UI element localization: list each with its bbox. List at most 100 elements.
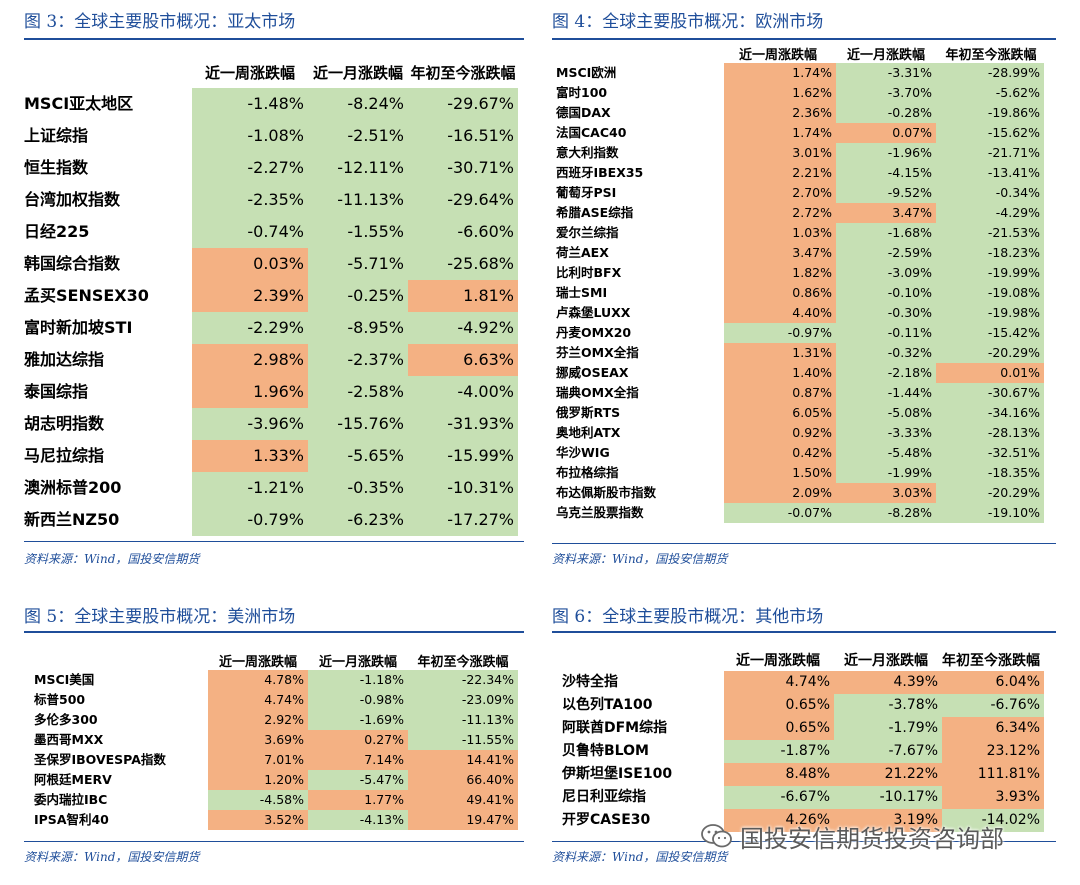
bottom-divider — [552, 841, 1056, 842]
week-change: -0.74% — [192, 216, 308, 248]
table-row: 葡萄牙PSI 2.70% -9.52% -0.34% — [556, 183, 1044, 203]
ytd-change: 0.01% — [936, 363, 1044, 383]
month-change: -5.08% — [836, 403, 936, 423]
table-row: 布达佩斯股市指数 2.09% 3.03% -20.29% — [556, 483, 1044, 503]
month-change: -2.51% — [308, 120, 408, 152]
table-row: 比利时BFX 1.82% -3.09% -19.99% — [556, 263, 1044, 283]
week-change: 3.01% — [724, 143, 836, 163]
table-row: 富时新加坡STI -2.29% -8.95% -4.92% — [24, 312, 518, 344]
month-change: -2.58% — [308, 376, 408, 408]
table-row: 阿联酋DFM综指 0.65% -1.79% 6.34% — [562, 717, 1044, 740]
week-change: -0.97% — [724, 323, 836, 343]
index-name: 富时100 — [556, 85, 608, 100]
header-ytd: 年初至今涨跌幅 — [417, 655, 509, 670]
table-row: 沙特全指 4.74% 4.39% 6.04% — [562, 671, 1044, 694]
table-row: 阿根廷MERV 1.20% -5.47% 66.40% — [34, 770, 518, 790]
index-name: 韩国综合指数 — [24, 254, 121, 273]
week-change: -2.27% — [192, 152, 308, 184]
index-name: 希腊ASE综指 — [556, 205, 634, 220]
ytd-change: 49.41% — [408, 790, 518, 810]
index-name: 日经225 — [24, 222, 90, 241]
week-change: -0.07% — [724, 503, 836, 523]
month-change: -8.24% — [308, 88, 408, 120]
table-row: 意大利指数 3.01% -1.96% -21.71% — [556, 143, 1044, 163]
table-row: 雅加达综指 2.98% -2.37% 6.63% — [24, 344, 518, 376]
week-change: 6.05% — [724, 403, 836, 423]
month-change: -0.25% — [308, 280, 408, 312]
table-row: 爱尔兰综指 1.03% -1.68% -21.53% — [556, 223, 1044, 243]
panel-asia-pacific: 图 3：全球主要股市概况：亚太市场 近一周涨跌幅 近一月涨跌幅 年初至今涨跌幅 … — [24, 8, 524, 573]
ytd-change: -18.23% — [936, 243, 1044, 263]
index-name: 布达佩斯股市指数 — [556, 485, 657, 500]
month-change: -6.23% — [308, 504, 408, 536]
month-change: -0.28% — [836, 103, 936, 123]
table-row: 韩国综合指数 0.03% -5.71% -25.68% — [24, 248, 518, 280]
table-row: 瑞典OMX全指 0.87% -1.44% -30.67% — [556, 383, 1044, 403]
data-table: 沙特全指 4.74% 4.39% 6.04% 以色列TA100 0.65% -3.78% -6… — [562, 671, 1044, 832]
table-header: 近一周涨跌幅 近一月涨跌幅 年初至今涨跌幅 — [24, 62, 524, 84]
index-name: 伊斯坦堡ISE100 — [562, 766, 673, 782]
ytd-change: -19.86% — [936, 103, 1044, 123]
title-divider — [552, 38, 1056, 40]
table-row: 德国DAX 2.36% -0.28% -19.86% — [556, 103, 1044, 123]
month-change: -7.67% — [834, 740, 942, 763]
table-row: 贝鲁特BLOM -1.87% -7.67% 23.12% — [562, 740, 1044, 763]
table-row: 丹麦OMX20 -0.97% -0.11% -15.42% — [556, 323, 1044, 343]
index-name: 芬兰OMX全指 — [556, 345, 639, 360]
ytd-change: -22.34% — [408, 670, 518, 690]
week-change: 1.20% — [208, 770, 308, 790]
index-name: 瑞士SMI — [556, 285, 608, 300]
table-header: 近一周涨跌幅 近一月涨跌幅 年初至今涨跌幅 — [552, 650, 1052, 670]
ytd-change: 14.41% — [408, 750, 518, 770]
ytd-change: -21.71% — [936, 143, 1044, 163]
month-change: -8.28% — [836, 503, 936, 523]
ytd-change: -4.00% — [408, 376, 518, 408]
index-name: 葡萄牙PSI — [556, 185, 617, 200]
week-change: 1.74% — [724, 123, 836, 143]
table-row: 多伦多300 2.92% -1.69% -11.13% — [34, 710, 518, 730]
table-row: 恒生指数 -2.27% -12.11% -30.71% — [24, 152, 518, 184]
index-name: 胡志明指数 — [24, 414, 105, 433]
month-change: -12.11% — [308, 152, 408, 184]
figure-title: 图 3：全球主要股市概况：亚太市场 — [24, 12, 296, 32]
month-change: -3.78% — [834, 694, 942, 717]
week-change: 1.74% — [724, 63, 836, 83]
week-change: -3.96% — [192, 408, 308, 440]
table-row: 荷兰AEX 3.47% -2.59% -18.23% — [556, 243, 1044, 263]
week-change: 0.03% — [192, 248, 308, 280]
ytd-change: -20.29% — [936, 483, 1044, 503]
week-change: -4.58% — [208, 790, 308, 810]
ytd-change: -4.92% — [408, 312, 518, 344]
ytd-change: 19.47% — [408, 810, 518, 830]
week-change: 2.21% — [724, 163, 836, 183]
ytd-change: -0.34% — [936, 183, 1044, 203]
index-name: 贝鲁特BLOM — [562, 743, 649, 759]
week-change: 0.42% — [724, 443, 836, 463]
index-name: 标普500 — [34, 692, 86, 707]
week-change: -1.21% — [192, 472, 308, 504]
week-change: 2.98% — [192, 344, 308, 376]
index-name: 沙特全指 — [562, 674, 618, 690]
week-change: 4.26% — [724, 809, 834, 832]
week-change: 1.33% — [192, 440, 308, 472]
index-name: 卢森堡LUXX — [556, 305, 631, 320]
ytd-change: -20.29% — [936, 343, 1044, 363]
index-name: 法国CAC40 — [556, 125, 627, 140]
ytd-change: -16.51% — [408, 120, 518, 152]
week-change: 0.65% — [724, 694, 834, 717]
table-row: 乌克兰股票指数 -0.07% -8.28% -19.10% — [556, 503, 1044, 523]
header-ytd: 年初至今涨跌幅 — [945, 48, 1037, 63]
index-name: MSCI欧洲 — [556, 65, 617, 80]
table-row: 瑞士SMI 0.86% -0.10% -19.08% — [556, 283, 1044, 303]
figure-title: 图 5：全球主要股市概况：美洲市场 — [24, 607, 296, 627]
month-change: -1.18% — [308, 670, 408, 690]
index-name: 阿联酋DFM综指 — [562, 720, 668, 736]
index-name: 台湾加权指数 — [24, 190, 121, 209]
index-name: 布拉格综指 — [556, 465, 619, 480]
month-change: 4.39% — [834, 671, 942, 694]
index-name: 开罗CASE30 — [562, 812, 651, 828]
table-row: 布拉格综指 1.50% -1.99% -18.35% — [556, 463, 1044, 483]
month-change: -5.47% — [308, 770, 408, 790]
month-change: -10.17% — [834, 786, 942, 809]
ytd-change: -21.53% — [936, 223, 1044, 243]
